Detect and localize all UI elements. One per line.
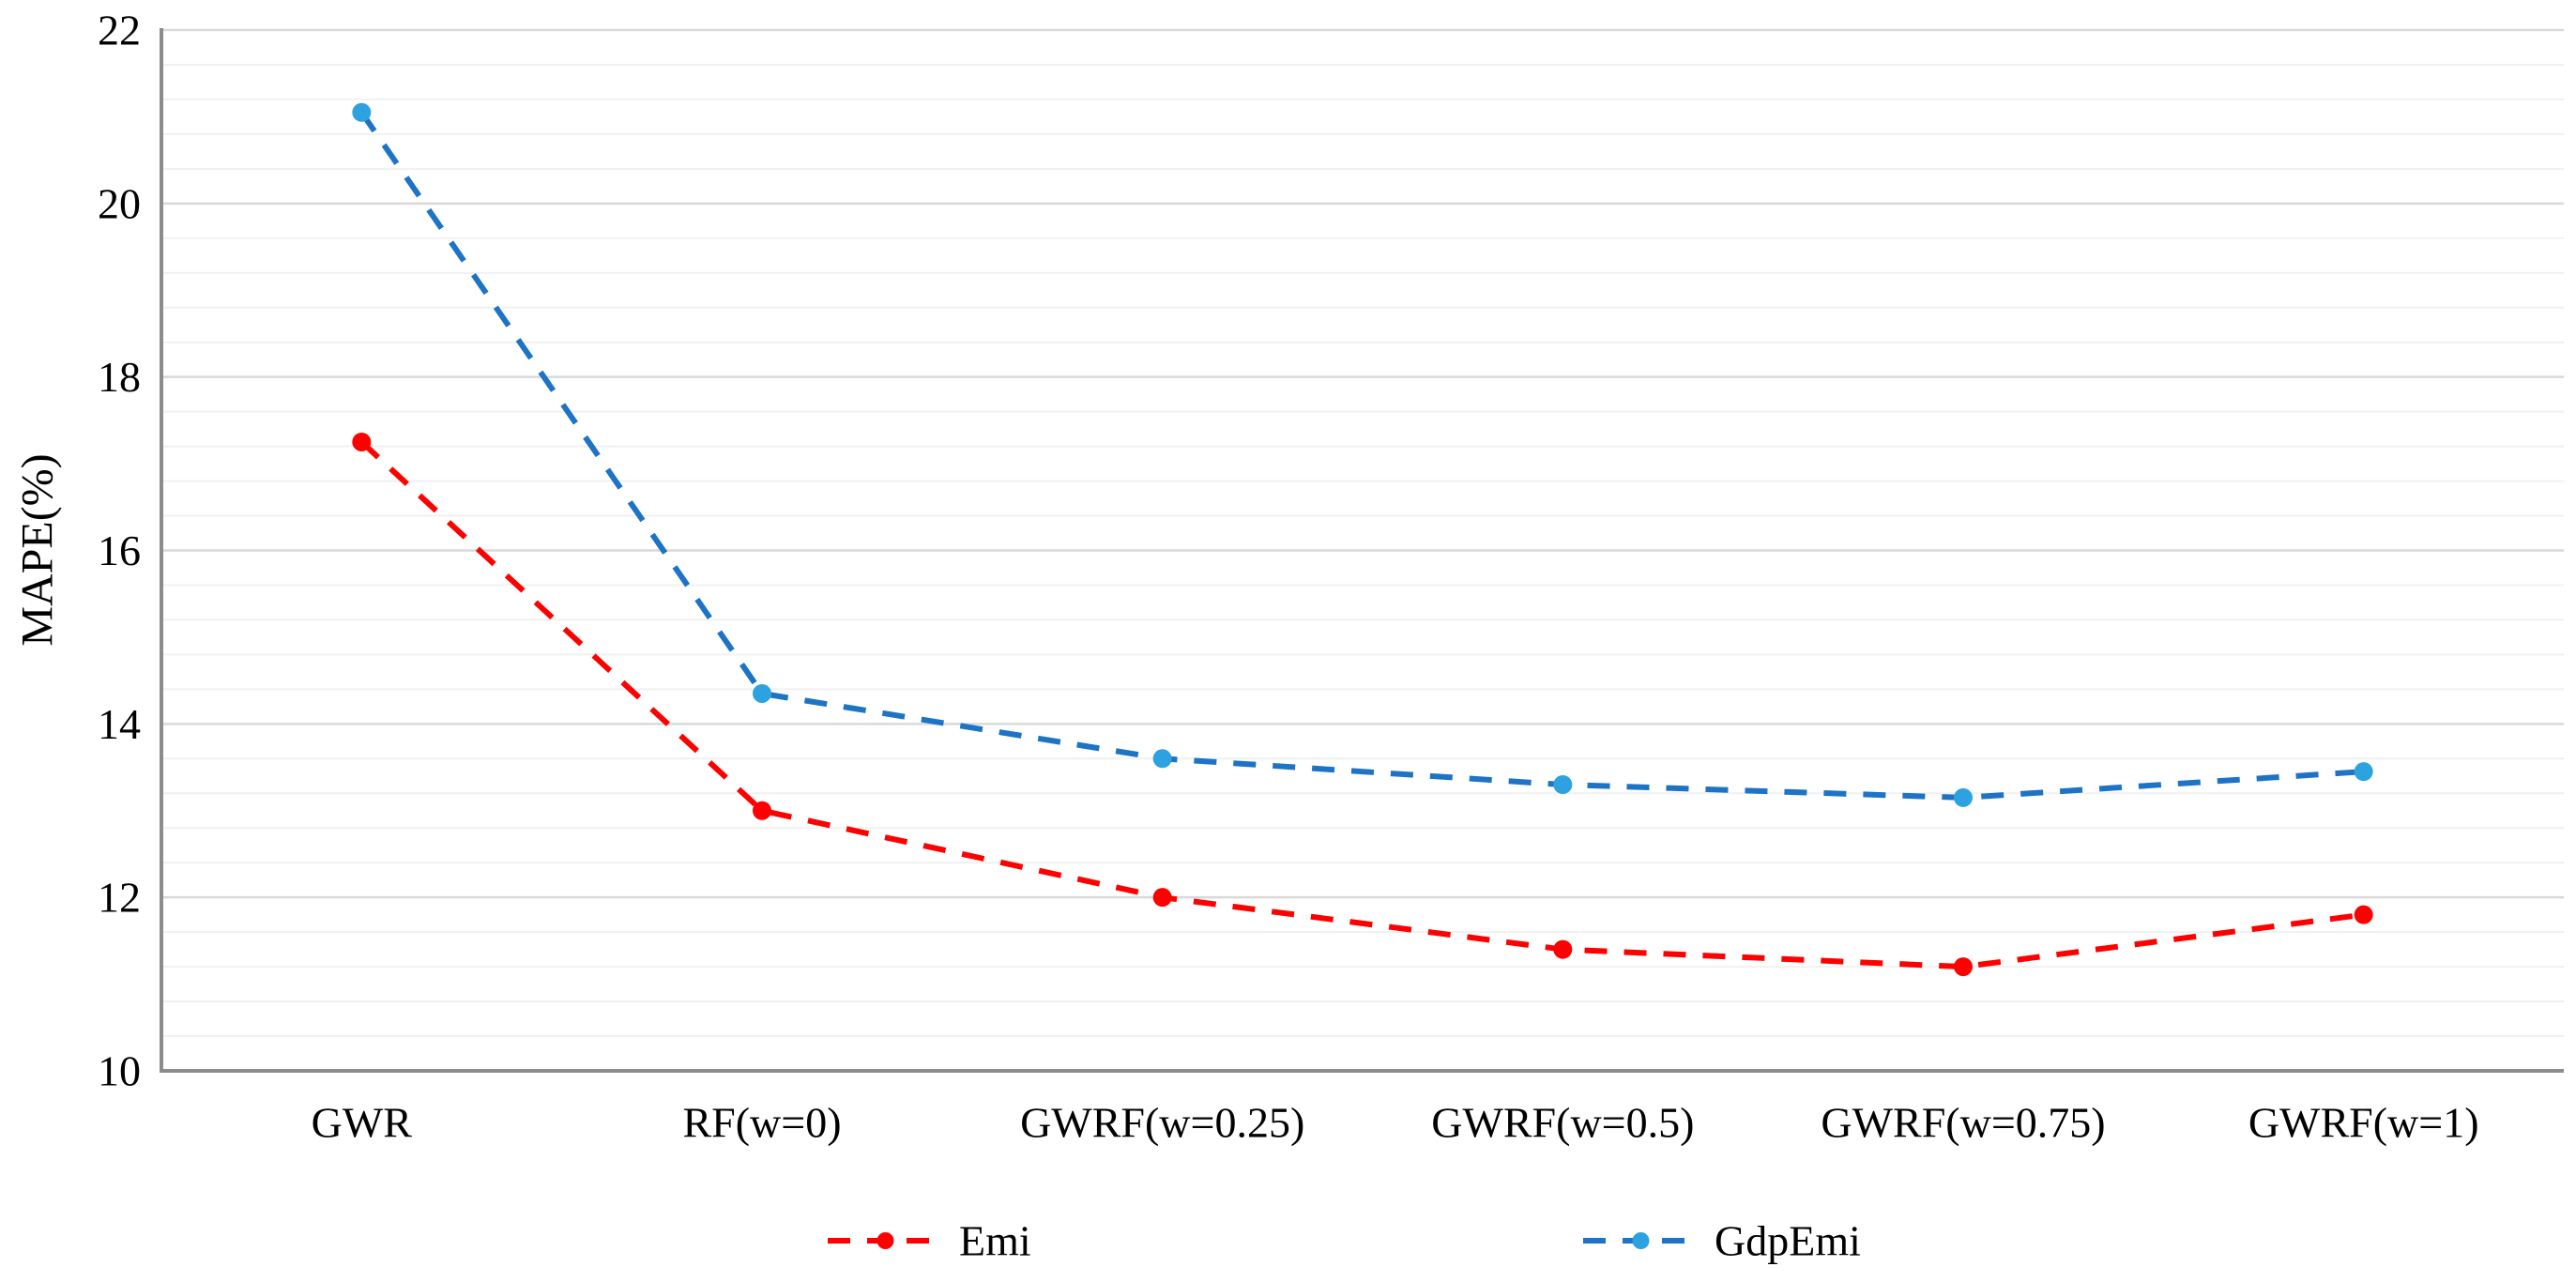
data-point-emi bbox=[1553, 939, 1573, 959]
data-point-gdpemi bbox=[1954, 787, 1973, 807]
x-category-label: GWRF(w=0.25) bbox=[1020, 1099, 1304, 1147]
y-axis-title: MAPE(%) bbox=[13, 453, 63, 646]
legend-marker bbox=[1632, 1232, 1650, 1249]
legend-label: GdpEmi bbox=[1715, 1217, 1861, 1265]
y-tick-label: 16 bbox=[98, 527, 141, 574]
data-point-emi bbox=[1152, 888, 1172, 908]
data-point-gdpemi bbox=[1553, 775, 1573, 795]
y-tick-label: 12 bbox=[98, 874, 141, 922]
data-point-gdpemi bbox=[1152, 749, 1172, 769]
y-tick-label: 10 bbox=[98, 1047, 141, 1095]
x-category-label: RF(w=0) bbox=[682, 1099, 841, 1147]
legend-label: Emi bbox=[959, 1217, 1031, 1265]
data-point-gdpemi bbox=[352, 102, 372, 122]
data-point-gdpemi bbox=[2354, 762, 2373, 782]
x-category-label: GWRF(w=0.75) bbox=[1821, 1099, 2105, 1147]
series-line-emi bbox=[359, 439, 2365, 970]
x-category-label: GWRF(w=1) bbox=[2248, 1099, 2479, 1147]
data-point-emi bbox=[352, 432, 372, 451]
x-category-label: GWRF(w=0.5) bbox=[1431, 1099, 1694, 1147]
data-point-gdpemi bbox=[753, 683, 771, 703]
y-tick-label: 18 bbox=[98, 353, 141, 401]
x-category-label: GWR bbox=[312, 1099, 413, 1147]
y-tick-label: 20 bbox=[98, 179, 141, 227]
data-point-emi bbox=[1954, 957, 1973, 977]
y-tick-label: 22 bbox=[98, 7, 141, 54]
legend-marker bbox=[876, 1232, 894, 1249]
y-tick-label: 14 bbox=[98, 700, 141, 748]
data-point-emi bbox=[2354, 905, 2373, 924]
series-line-gdpemi bbox=[358, 111, 2364, 801]
data-point-emi bbox=[753, 801, 771, 820]
